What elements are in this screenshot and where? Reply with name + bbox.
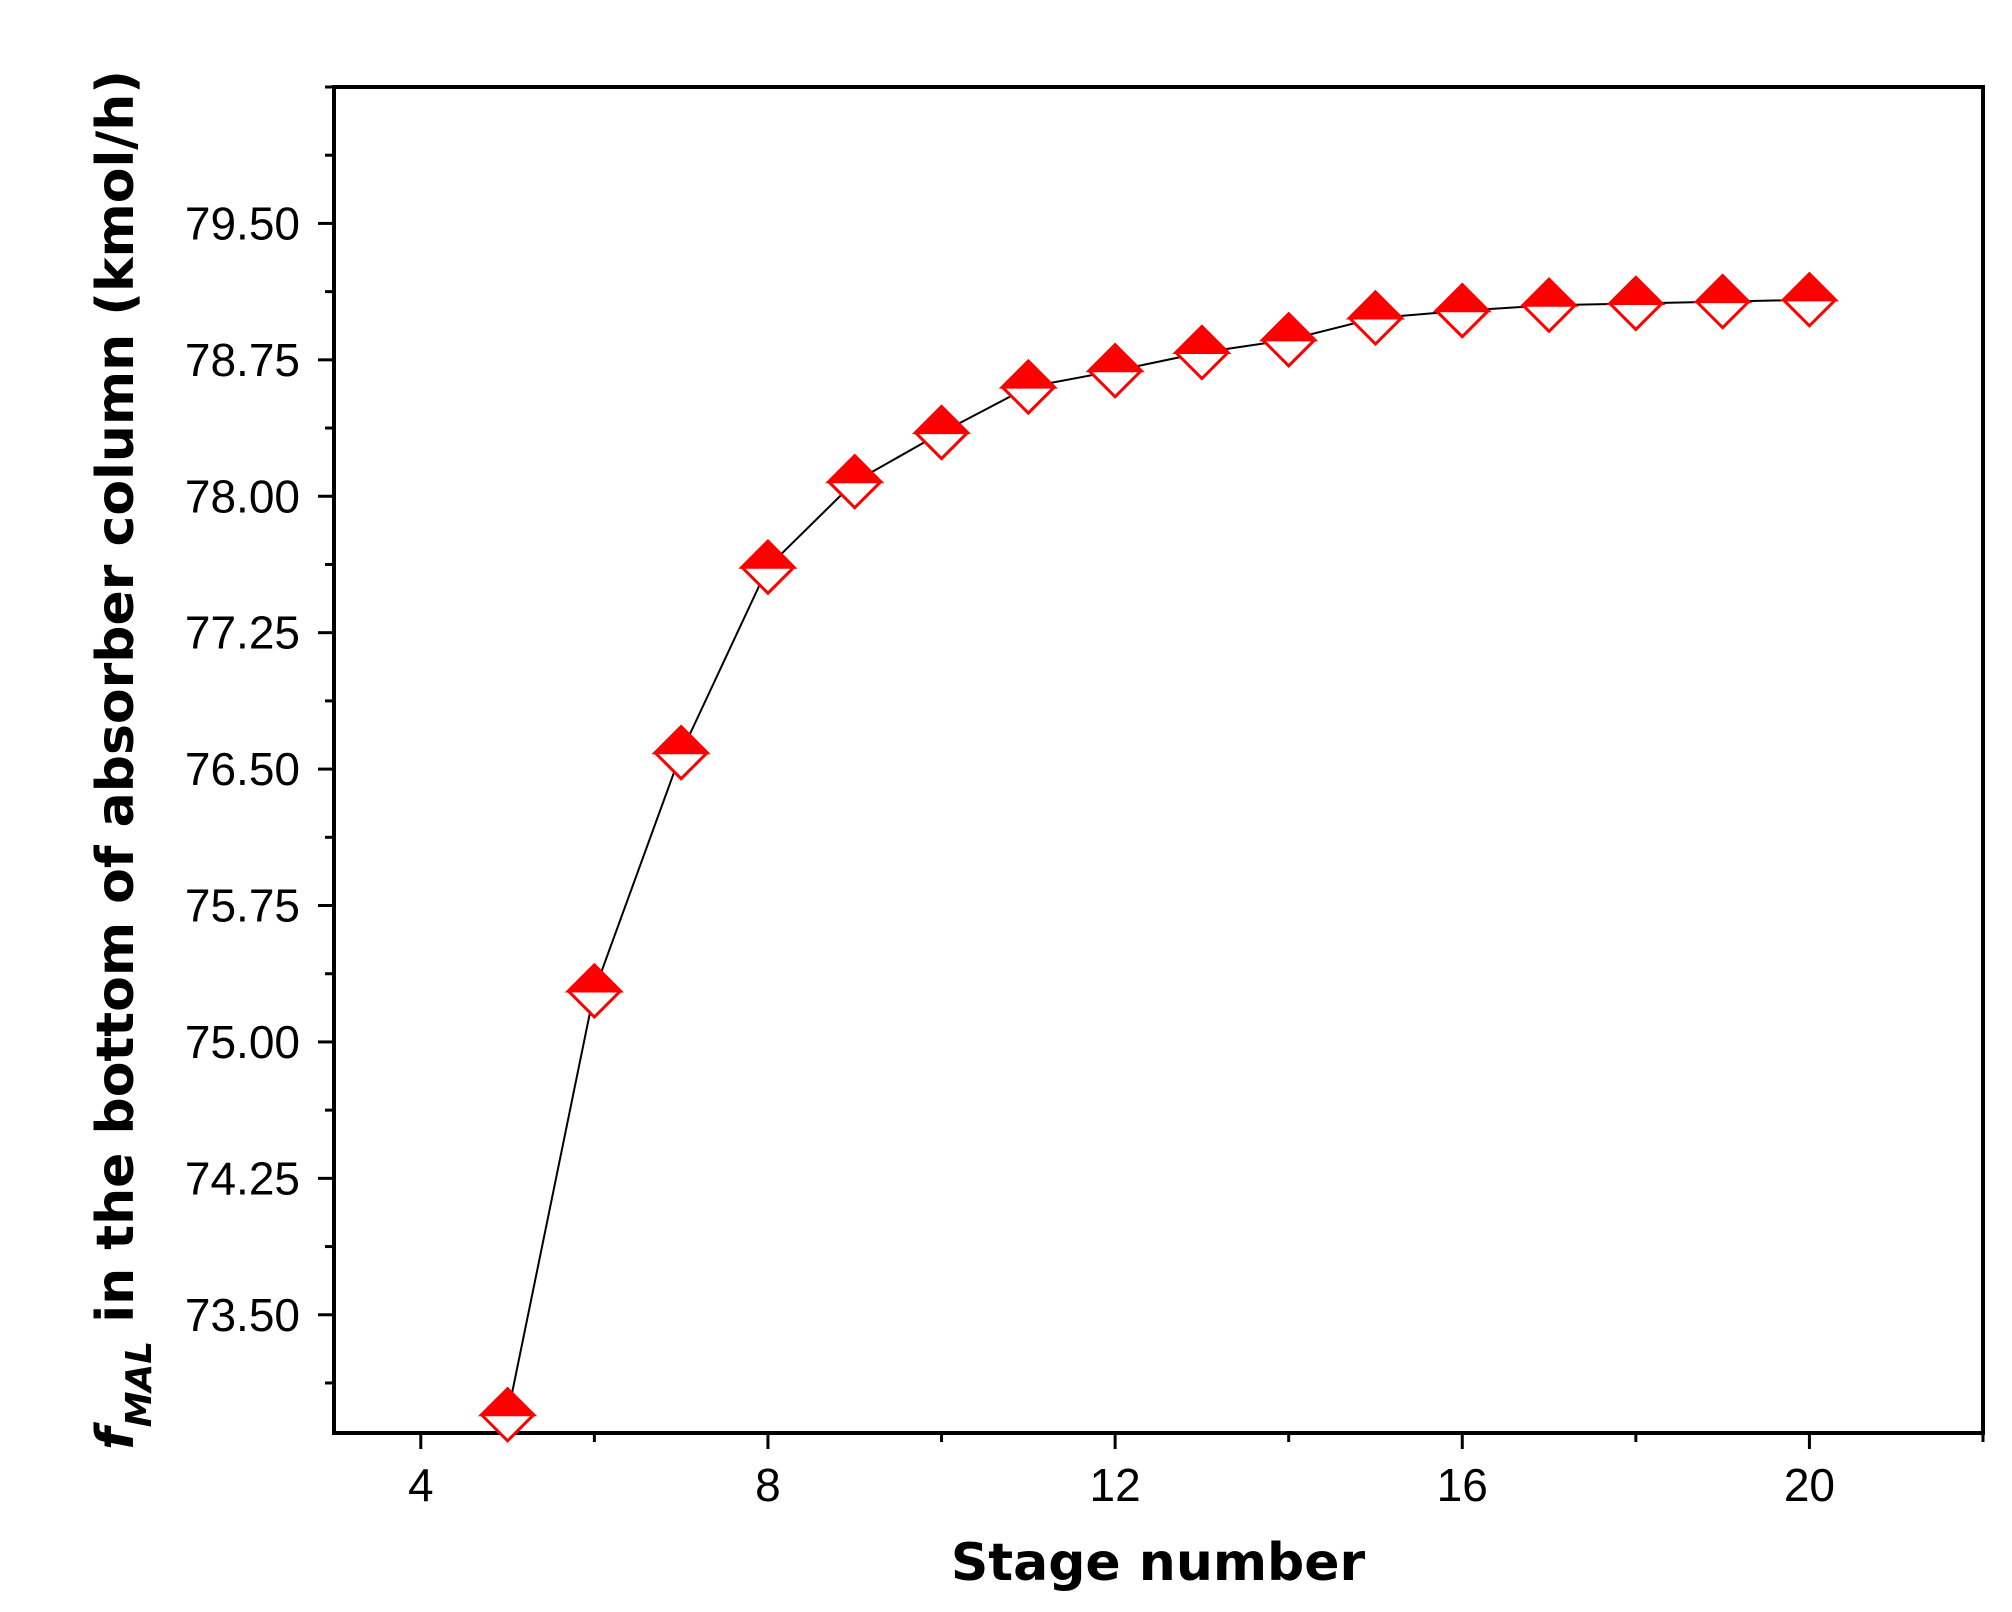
series-line <box>506 298 1810 1416</box>
data-point <box>911 404 972 461</box>
y-axis-title-subscript: MAL <box>119 1341 160 1428</box>
y-tick-label: 79.50 <box>185 197 300 249</box>
x-axis-ticks: 4 8 12 16 20 <box>408 1433 1985 1511</box>
series-polyline <box>506 298 1810 1416</box>
data-markers <box>477 271 1840 1443</box>
y-tick-label: 78.75 <box>185 334 300 386</box>
plot-frame <box>332 85 1985 1435</box>
y-tick-label: 75.00 <box>185 1016 300 1068</box>
y-axis-ticks: 73.50 74.25 75.00 75.75 76.50 77.25 78.00 78.75… <box>185 85 334 1385</box>
x-tick-label: 16 <box>1437 1459 1488 1511</box>
x-tick-label: 20 <box>1784 1459 1835 1511</box>
x-tick-label: 8 <box>755 1459 781 1511</box>
data-point <box>564 962 624 1020</box>
y-tick-label: 76.50 <box>185 743 300 795</box>
x-tick-label: 12 <box>1090 1459 1141 1511</box>
y-tick-label: 78.00 <box>185 470 300 522</box>
y-tick-label: 75.75 <box>185 880 300 932</box>
data-point <box>651 724 711 781</box>
y-axis-title-text: in the bottom of absorber column (kmol/h… <box>86 70 146 1341</box>
data-point <box>1085 342 1145 399</box>
data-point <box>825 453 885 510</box>
y-tick-label: 77.25 <box>185 607 300 659</box>
data-point <box>1172 324 1232 381</box>
data-point <box>738 539 798 596</box>
data-point <box>1432 282 1492 339</box>
y-axis-title: fMAL in the bottom of absorber column (k… <box>86 70 160 1450</box>
data-point <box>1606 275 1666 332</box>
y-tick-label: 74.25 <box>185 1152 300 1204</box>
y-tick-label: 73.50 <box>185 1289 300 1341</box>
data-point <box>1519 277 1579 334</box>
data-point <box>1693 273 1753 330</box>
x-tick-label: 4 <box>408 1459 434 1511</box>
x-axis-title: Stage number <box>951 1533 1366 1593</box>
data-point <box>1259 311 1319 368</box>
data-point <box>998 359 1058 416</box>
data-point <box>477 1386 538 1443</box>
data-point <box>1345 289 1406 347</box>
data-point <box>1779 271 1840 328</box>
